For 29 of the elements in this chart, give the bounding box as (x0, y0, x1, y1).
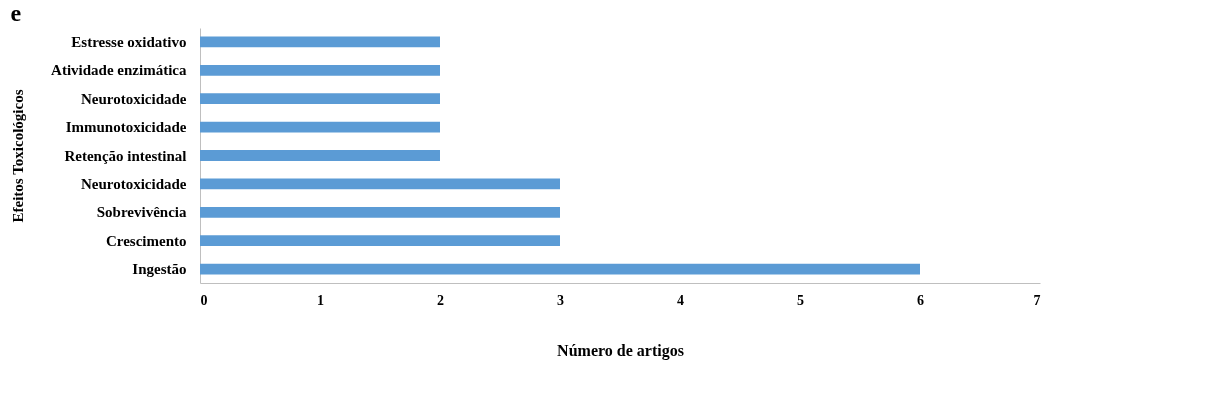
y-tick-label: Atividade enzimática (51, 62, 187, 79)
bar (200, 206, 560, 218)
x-tick-label: 1 (317, 292, 324, 308)
x-tick-label: 3 (557, 292, 564, 308)
bar (200, 263, 920, 275)
x-tick-label: 6 (917, 292, 924, 308)
bar (200, 93, 440, 105)
bar (200, 36, 440, 48)
bar (200, 235, 560, 247)
bar (200, 178, 560, 190)
y-tick-label: Estresse oxidativo (71, 33, 187, 50)
y-tick-label: Neurotoxicidade (80, 90, 187, 107)
y-tick-label: Sobrevivência (96, 204, 187, 221)
x-axis-title: Número de artigos (557, 341, 684, 360)
bar (200, 150, 440, 161)
y-tick-label: Ingestão (132, 261, 187, 278)
y-tick-label: Neurotoxicidade (80, 175, 187, 192)
bar (200, 64, 440, 76)
x-tick-label: 0 (200, 292, 208, 308)
bar (200, 121, 440, 133)
x-tick-label: 7 (1033, 292, 1041, 308)
y-axis-title: Efeitos Toxicológicos (10, 89, 27, 223)
text: e (10, 0, 22, 26)
y-tick-label: Retenção intestinal (64, 147, 187, 164)
x-tick-label: 5 (797, 292, 804, 308)
y-tick-label: Immunotoxicidade (65, 119, 187, 136)
y-tick-label: Crescimento (105, 232, 187, 249)
x-tick-label: 4 (677, 292, 684, 308)
x-tick-label: 2 (437, 292, 444, 308)
